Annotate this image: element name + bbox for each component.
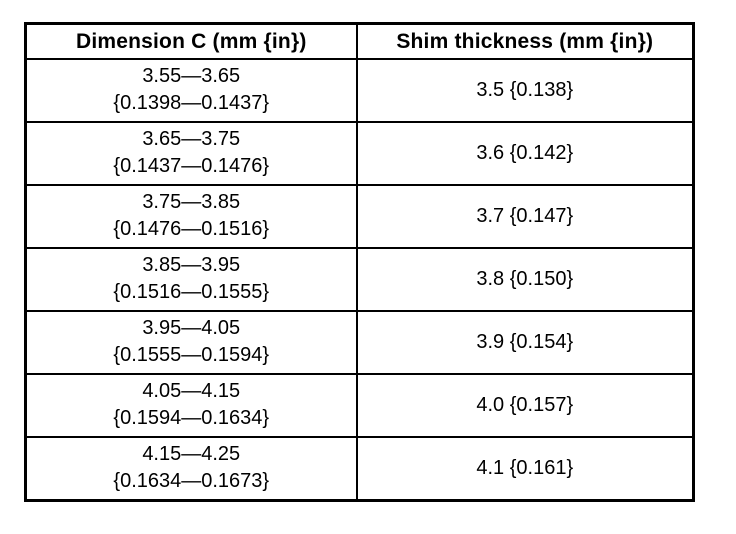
dimension-in-range: {0.1594—0.1634} <box>113 407 270 430</box>
table-row: 3.65—3.75 {0.1437—0.1476} 3.6 {0.142} <box>24 120 695 186</box>
table-row: 3.75—3.85 {0.1476—0.1516} 3.7 {0.147} <box>24 183 695 249</box>
table-row: 3.95—4.05 {0.1555—0.1594} 3.9 {0.154} <box>24 309 695 375</box>
dimension-mm-range: 4.05—4.15 <box>142 380 241 403</box>
header-dimension-c: Dimension C (mm {in}) <box>24 22 358 60</box>
shim-thickness-cell: 4.0 {0.157} <box>355 372 695 438</box>
header-shim-thickness: Shim thickness (mm {in}) <box>355 22 695 60</box>
shim-thickness-cell: 3.6 {0.142} <box>355 120 695 186</box>
dimension-in-range: {0.1437—0.1476} <box>113 155 270 178</box>
dimension-in-range: {0.1634—0.1673} <box>113 470 270 493</box>
shim-thickness-cell: 4.1 {0.161} <box>355 435 695 502</box>
dimension-in-range: {0.1555—0.1594} <box>113 344 270 367</box>
dimension-c-cell: 3.65—3.75 {0.1437—0.1476} <box>24 120 358 186</box>
dimension-c-cell: 3.95—4.05 {0.1555—0.1594} <box>24 309 358 375</box>
dimension-c-cell: 4.05—4.15 {0.1594—0.1634} <box>24 372 358 438</box>
dimension-in-range: {0.1516—0.1555} <box>113 281 270 304</box>
shim-thickness-cell: 3.5 {0.138} <box>355 58 695 123</box>
shim-thickness-cell: 3.9 {0.154} <box>355 309 695 375</box>
dimension-c-cell: 4.15—4.25 {0.1634—0.1673} <box>24 435 358 502</box>
dimension-mm-range: 3.95—4.05 <box>142 317 241 340</box>
table-row: 3.85—3.95 {0.1516—0.1555} 3.8 {0.150} <box>24 246 695 312</box>
shim-thickness-table: Dimension C (mm {in}) Shim thickness (mm… <box>24 22 695 502</box>
shim-thickness-cell: 3.7 {0.147} <box>355 183 695 249</box>
table-row: 4.15—4.25 {0.1634—0.1673} 4.1 {0.161} <box>24 435 695 502</box>
dimension-mm-range: 4.15—4.25 <box>142 443 241 466</box>
dimension-mm-range: 3.75—3.85 <box>142 191 241 214</box>
table-row: 3.55—3.65 {0.1398—0.1437} 3.5 {0.138} <box>24 58 695 123</box>
dimension-c-cell: 3.55—3.65 {0.1398—0.1437} <box>24 58 358 123</box>
table-header-row: Dimension C (mm {in}) Shim thickness (mm… <box>24 22 695 60</box>
dimension-c-cell: 3.75—3.85 {0.1476—0.1516} <box>24 183 358 249</box>
table-row: 4.05—4.15 {0.1594—0.1634} 4.0 {0.157} <box>24 372 695 438</box>
dimension-mm-range: 3.55—3.65 <box>142 65 241 88</box>
dimension-c-cell: 3.85—3.95 {0.1516—0.1555} <box>24 246 358 312</box>
dimension-mm-range: 3.85—3.95 <box>142 254 241 277</box>
dimension-mm-range: 3.65—3.75 <box>142 128 241 151</box>
shim-thickness-cell: 3.8 {0.150} <box>355 246 695 312</box>
dimension-in-range: {0.1398—0.1437} <box>113 92 270 115</box>
dimension-in-range: {0.1476—0.1516} <box>113 218 270 241</box>
